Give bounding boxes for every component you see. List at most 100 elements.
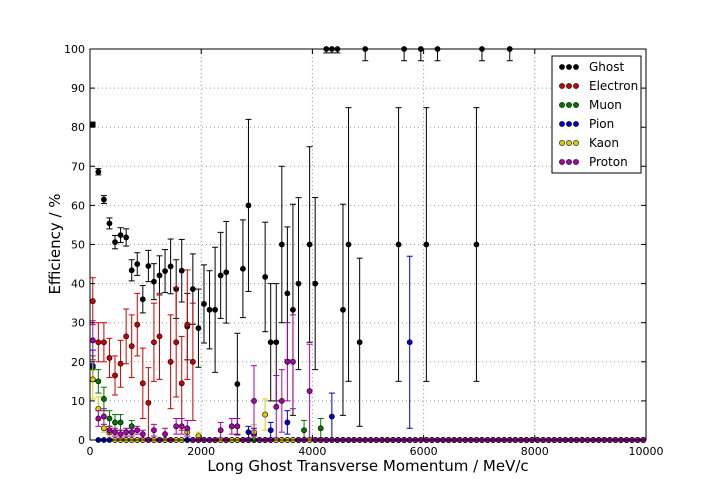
data-point <box>117 232 124 239</box>
data-point <box>134 427 141 434</box>
data-point <box>234 381 241 387</box>
data-point <box>162 431 168 438</box>
data-point <box>117 419 124 426</box>
legend: Ghost Electron Muon Pion Kaon Proton <box>551 55 642 174</box>
data-point <box>189 358 196 365</box>
data-point <box>128 343 135 350</box>
data-point <box>356 339 363 346</box>
data-point <box>217 427 224 434</box>
legend-item-proton: Proton <box>559 155 628 169</box>
data-point <box>423 241 430 248</box>
data-point <box>106 354 113 361</box>
data-point <box>473 241 480 248</box>
legend-marker <box>573 159 579 165</box>
data-point <box>278 397 285 404</box>
data-point <box>267 339 274 346</box>
legend-label: Electron <box>589 79 638 93</box>
y-tick-label: 0 <box>78 434 85 447</box>
legend-marker <box>573 64 579 70</box>
y-tick-label: 10 <box>71 395 85 408</box>
legend-marker <box>573 121 579 127</box>
data-point <box>145 263 152 269</box>
y-tick-label: 60 <box>71 199 85 212</box>
data-point <box>345 241 352 248</box>
data-point <box>178 267 185 274</box>
y-tick-label: 100 <box>64 43 85 56</box>
data-point <box>306 241 313 248</box>
data-point <box>139 431 146 438</box>
legend-marker <box>573 102 579 108</box>
legend-item-muon: Muon <box>559 98 622 112</box>
legend-marker <box>566 102 572 108</box>
data-point <box>89 121 96 128</box>
data-point <box>106 427 113 434</box>
legend-marker <box>559 83 565 89</box>
data-point <box>145 399 152 406</box>
axis-ticks: 0 2000 4000 6000 8000 10000 0 10 20 30 40 50 60 70 80 9… <box>64 43 664 458</box>
data-point <box>101 413 107 420</box>
data-point <box>267 427 274 434</box>
data-point <box>290 358 296 365</box>
data-point <box>317 425 324 432</box>
data-point <box>162 268 168 274</box>
legend-box <box>551 55 642 174</box>
data-point <box>139 296 146 303</box>
data-point <box>284 358 291 365</box>
data-point <box>312 280 319 287</box>
legend-label: Muon <box>589 98 622 112</box>
y-tick-label: 20 <box>71 356 85 369</box>
data-point <box>128 429 135 436</box>
data-point <box>223 269 230 276</box>
data-point <box>167 358 174 365</box>
legend-marker <box>573 83 579 89</box>
data-point <box>189 286 196 292</box>
data-point <box>328 413 335 420</box>
data-point <box>89 376 96 383</box>
data-point <box>340 306 346 313</box>
data-point <box>139 380 146 387</box>
legend-marker <box>559 140 565 146</box>
legend-marker <box>573 140 579 146</box>
x-tick-label: 0 <box>87 445 94 458</box>
data-point <box>112 429 118 436</box>
legend-marker <box>559 102 565 108</box>
data-point <box>95 378 102 385</box>
data-point <box>212 306 218 313</box>
data-point <box>117 360 124 367</box>
data-point <box>306 388 313 395</box>
data-point <box>245 429 252 436</box>
x-tick-label: 4000 <box>298 445 326 458</box>
legend-marker <box>559 159 565 165</box>
data-point <box>101 339 107 346</box>
y-tick-label: 70 <box>71 160 85 173</box>
data-point <box>156 272 163 279</box>
legend-item-pion: Pion <box>559 117 614 131</box>
data-point <box>167 263 174 270</box>
x-tick-label: 6000 <box>410 445 438 458</box>
data-point <box>301 427 307 434</box>
data-point <box>106 220 113 227</box>
data-point <box>151 278 157 285</box>
legend-label: Proton <box>589 155 628 169</box>
data-point <box>112 239 118 246</box>
legend-item-ghost: Ghost <box>559 60 624 74</box>
legend-marker <box>566 140 572 146</box>
data-point <box>95 415 102 422</box>
data-point <box>234 423 241 430</box>
data-point <box>173 339 180 346</box>
data-point <box>112 372 118 379</box>
data-point <box>284 419 291 426</box>
data-point <box>278 241 285 248</box>
data-point <box>134 261 141 267</box>
x-tick-label: 8000 <box>521 445 549 458</box>
data-point <box>295 280 302 287</box>
legend-marker <box>566 121 572 127</box>
data-point <box>95 168 102 175</box>
data-point <box>89 337 96 344</box>
legend-marker <box>566 83 572 89</box>
data-point <box>228 423 235 430</box>
data-point <box>123 429 130 436</box>
y-tick-label: 40 <box>71 278 85 291</box>
legend-marker <box>566 64 572 70</box>
